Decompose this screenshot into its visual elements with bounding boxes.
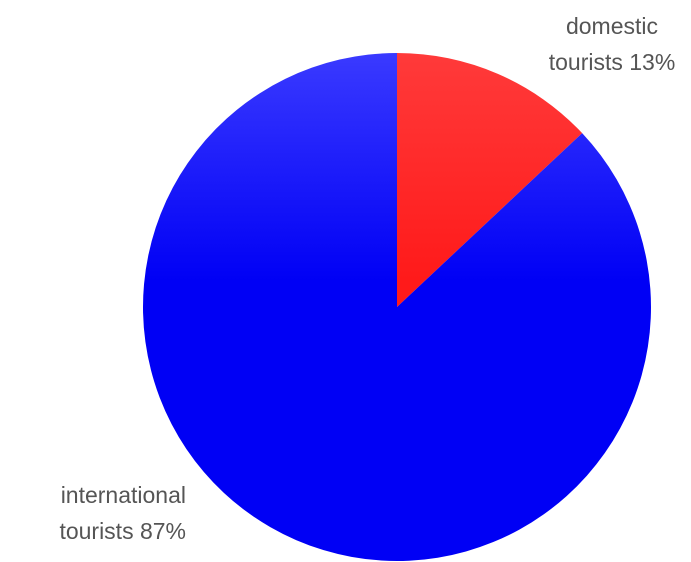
label-domestic-line2: tourists 13% — [549, 49, 676, 75]
pie-slices — [142, 53, 651, 561]
label-domestic-line1: domestic — [566, 13, 658, 39]
pie-slice-international-tourists — [142, 53, 651, 561]
label-international-line1: international — [61, 482, 186, 508]
label-international-line2: tourists 87% — [59, 518, 186, 544]
pie-slice-domestic-tourists — [397, 53, 583, 307]
pie-labels: domestic tourists 13% international tour… — [59, 13, 675, 544]
